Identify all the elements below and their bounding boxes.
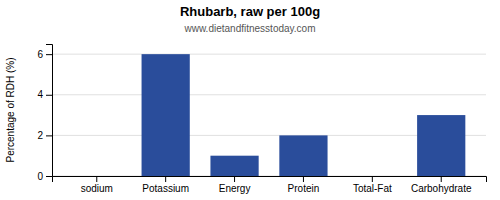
bars <box>142 54 466 176</box>
bar <box>73 176 121 177</box>
x-tick-label: sodium <box>81 183 113 194</box>
x-tick: sodium <box>81 176 113 194</box>
x-tick-label: Potassium <box>142 183 189 194</box>
x-axis-line <box>53 177 487 183</box>
x-tick-label: Total-Fat <box>353 183 392 194</box>
x-tick: Total-Fat <box>353 176 392 194</box>
y-tick: 2 <box>37 130 52 141</box>
subtitle: www.dietandfitnesstoday.com <box>184 23 316 34</box>
title: Rhubarb, raw per 100g <box>180 4 320 19</box>
y-tick-label: 0 <box>37 171 43 182</box>
x-tick: Energy <box>219 176 251 194</box>
bar <box>210 156 258 176</box>
bar <box>417 115 465 176</box>
x-tick-label: Energy <box>219 183 251 194</box>
bar <box>279 135 327 176</box>
x-tick: Protein <box>288 176 320 194</box>
chart: Rhubarb, raw per 100g www.dietandfitnesst… <box>0 0 500 200</box>
plot: 0 2 4 6 sodium Potassium Energy Protein Total-Fa… <box>37 45 486 195</box>
y-axis: 0 2 4 6 <box>37 45 52 182</box>
x-tick-mark <box>303 176 304 182</box>
y-tick: 6 <box>37 49 52 60</box>
y-tick: 4 <box>37 89 52 100</box>
y-tick: 0 <box>37 171 52 182</box>
bar <box>348 176 396 177</box>
x-tick-mark <box>441 176 442 182</box>
x-tick-mark <box>96 176 97 182</box>
x-tick-mark <box>165 176 166 182</box>
y-tick-label: 2 <box>37 130 43 141</box>
y-tick-mark <box>46 135 52 136</box>
x-tick: Potassium <box>142 176 189 194</box>
y-tick-mark <box>46 95 52 96</box>
x-axis: sodium Potassium Energy Protein Total-Fat Car… <box>53 176 487 194</box>
x-tick-label: Protein <box>288 183 320 194</box>
y-tick-mark <box>46 176 52 177</box>
y-axis-line <box>46 45 53 177</box>
grid-line <box>52 94 486 95</box>
y-axis-title: Percentage of RDH (%) <box>5 57 16 162</box>
x-tick-label: Carbohydrate <box>411 183 472 194</box>
y-tick-mark <box>46 54 52 55</box>
y-tick-label: 6 <box>37 49 43 60</box>
grid <box>52 54 486 176</box>
grid-line <box>52 54 486 55</box>
x-tick: Carbohydrate <box>411 176 472 194</box>
y-tick-label: 4 <box>37 89 43 100</box>
bar <box>142 54 190 176</box>
x-tick-mark <box>372 176 373 182</box>
x-tick-mark <box>234 176 235 182</box>
